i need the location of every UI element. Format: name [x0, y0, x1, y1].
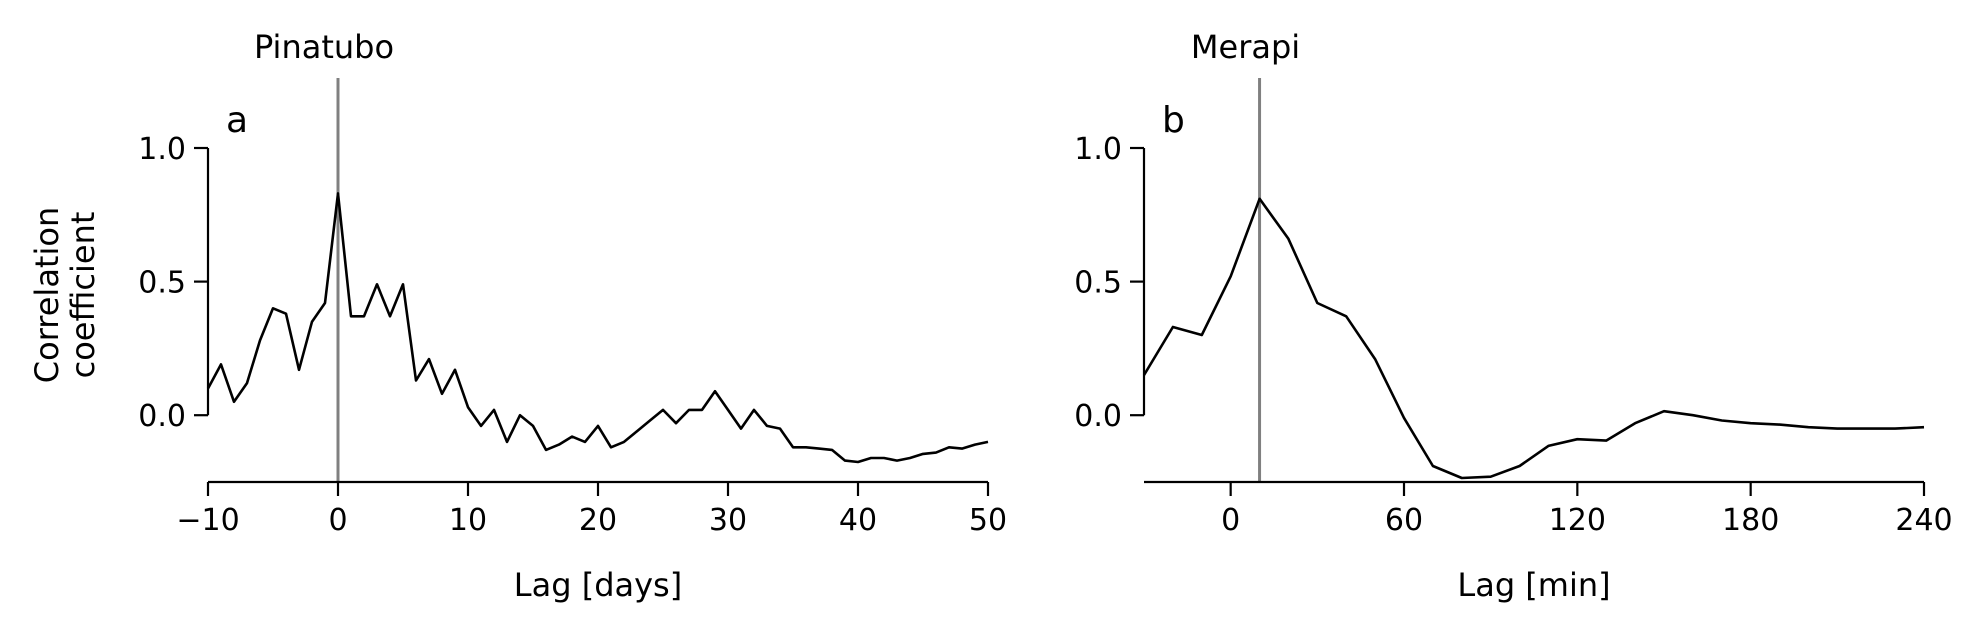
merapi-y-tick-label: 1.0: [1074, 132, 1122, 167]
pinatubo-y-axis-label-line: coefficient: [64, 212, 102, 379]
merapi-x-tick-label: 0: [1221, 503, 1240, 538]
pinatubo-y-tick-label: 0.0: [138, 399, 186, 434]
pinatubo-series-line: [206, 192, 989, 464]
pinatubo-x-tick-label: 10: [449, 503, 487, 538]
merapi-x-tick-label: 240: [1895, 503, 1952, 538]
pinatubo-x-tick-label: 30: [709, 503, 747, 538]
merapi-y-tick-label: 0.5: [1074, 266, 1122, 301]
merapi-series-line: [1142, 197, 1925, 480]
pinatubo-y-axis-label-line: Correlation: [28, 207, 66, 383]
merapi-x-axis-label: Lag [min]: [1457, 566, 1610, 604]
merapi-x-tick-label: 180: [1722, 503, 1779, 538]
merapi-y-tick-label: 0.0: [1074, 399, 1122, 434]
pinatubo-x-tick-label: −10: [176, 503, 239, 538]
pinatubo-y-tick-label: 0.5: [138, 266, 186, 301]
pinatubo-y-axis-label: Correlationcoefficient: [28, 207, 102, 383]
pinatubo-title: Pinatubo: [254, 28, 394, 66]
pinatubo-x-tick-label: 0: [328, 503, 347, 538]
pinatubo-x-tick-label: 50: [969, 503, 1007, 538]
merapi-title: Merapi: [1191, 28, 1300, 66]
pinatubo-x-tick-label: 40: [839, 503, 877, 538]
merapi-x-tick-label: 120: [1549, 503, 1606, 538]
pinatubo-y-tick-label: 1.0: [138, 132, 186, 167]
merapi-panel-label: b: [1162, 100, 1185, 141]
pinatubo-x-tick-label: 20: [579, 503, 617, 538]
merapi-x-tick-label: 60: [1385, 503, 1423, 538]
pinatubo-panel-label: a: [226, 100, 248, 141]
pinatubo-x-axis-label: Lag [days]: [514, 566, 682, 604]
